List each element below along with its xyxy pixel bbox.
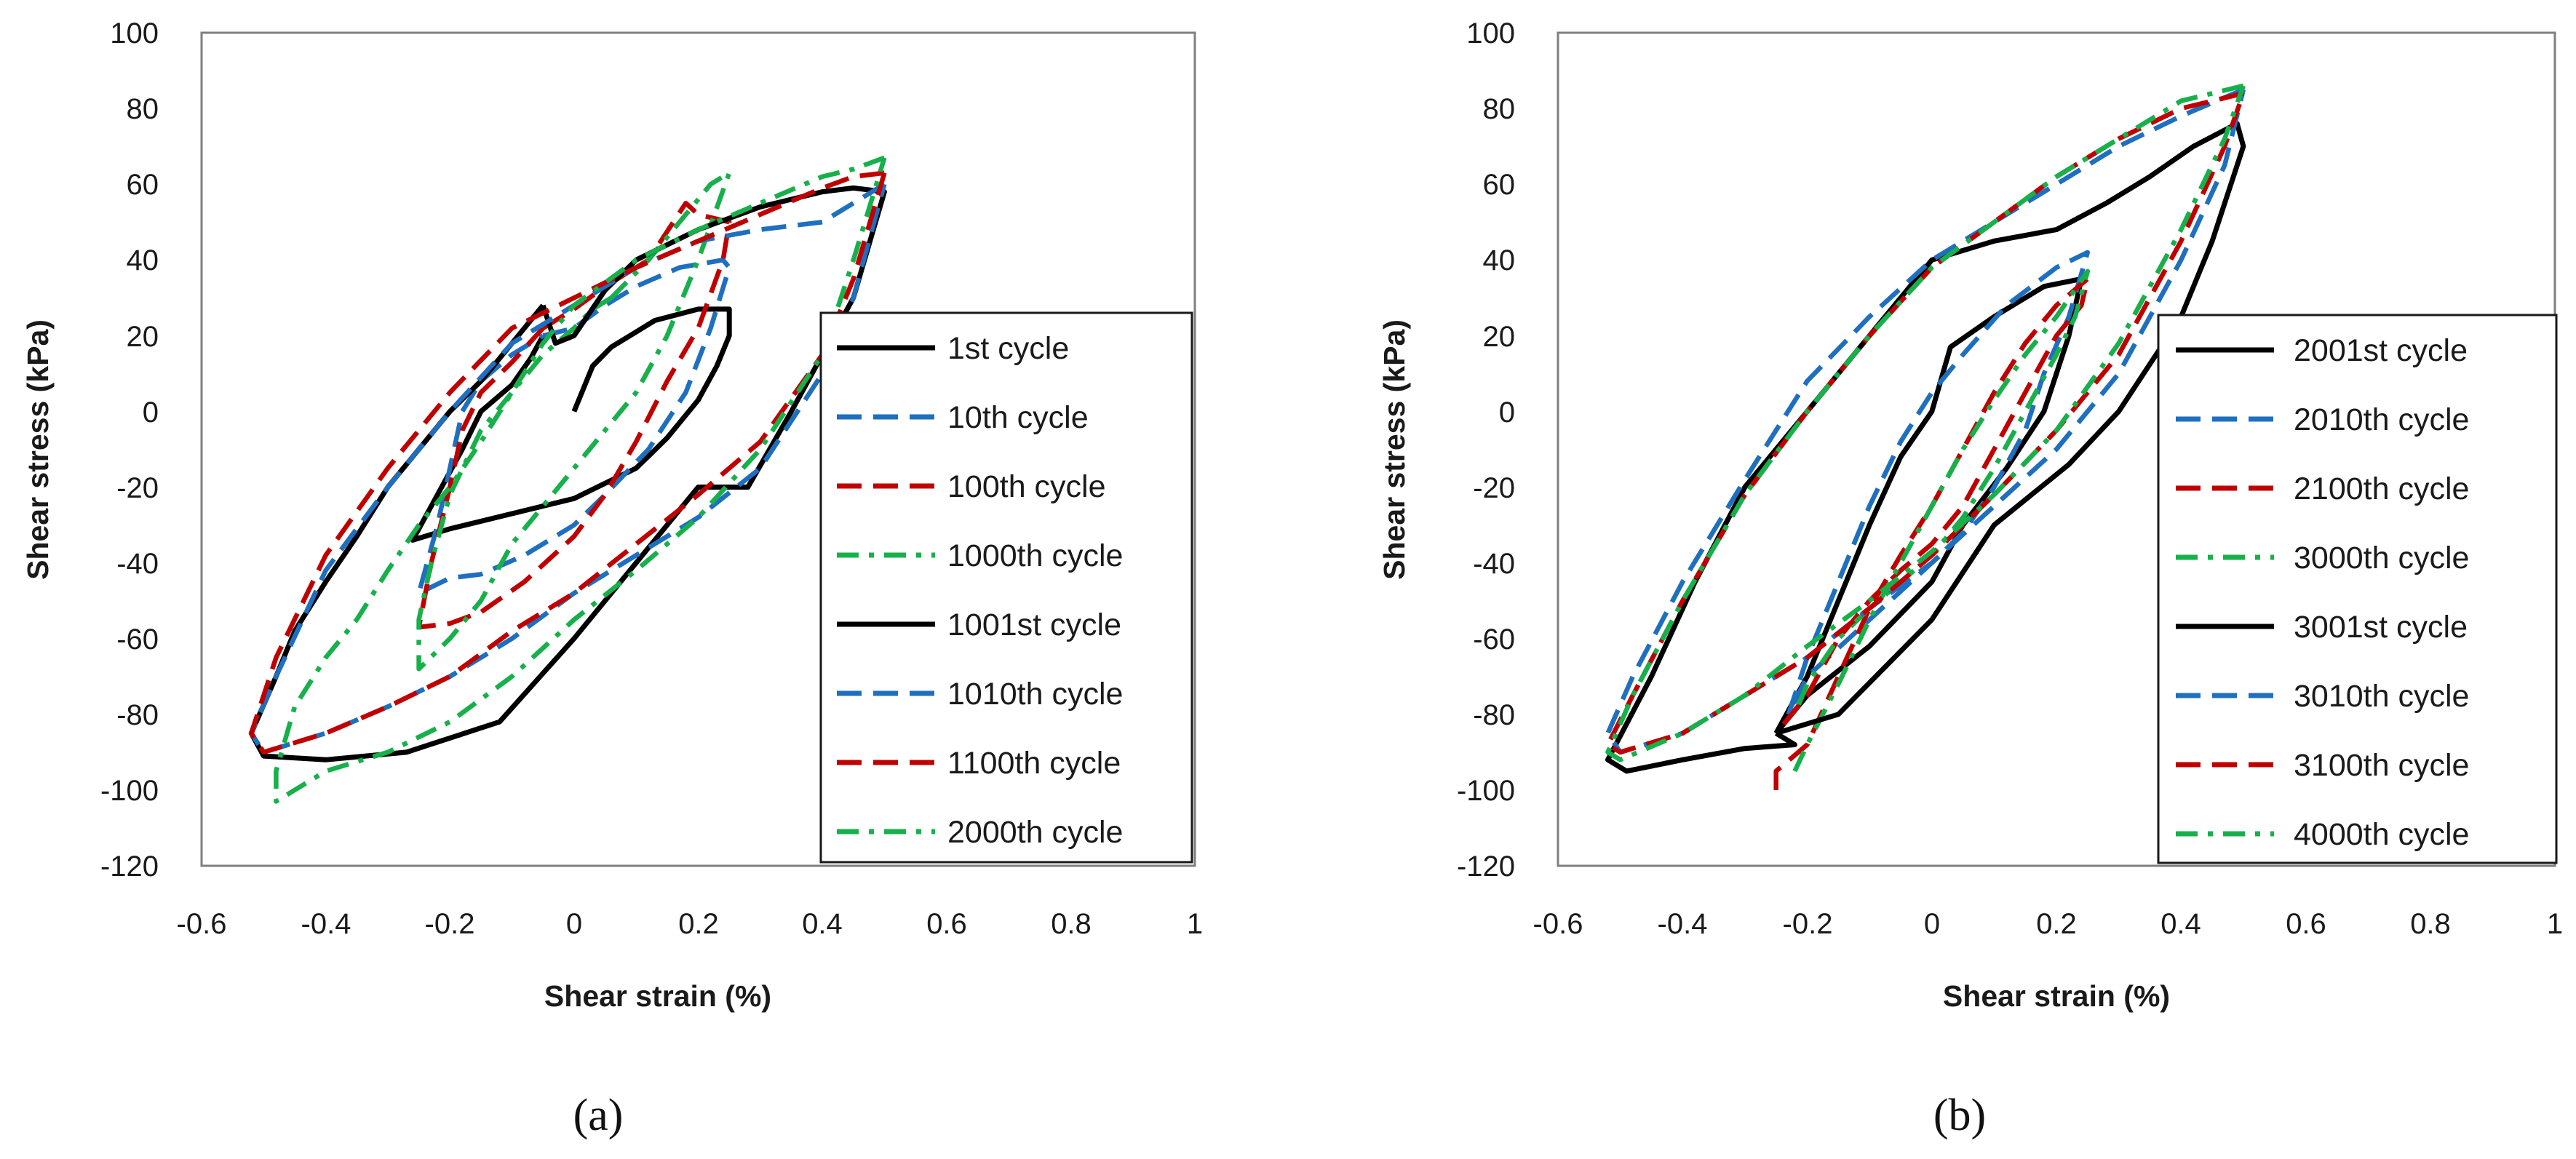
- y-tick-label: 40: [1483, 244, 1516, 276]
- legend-label: 3010th cycle: [2294, 679, 2469, 714]
- legend: 2001st cycle 2010th cycle 2100th cycle 3…: [2157, 314, 2558, 864]
- x-tick-label: 0.2: [2036, 908, 2077, 940]
- y-tick-label: -20: [116, 472, 159, 504]
- y-tick-label: -60: [1473, 624, 1515, 656]
- legend-swatches: [2176, 347, 2274, 837]
- legend-label: 4000th cycle: [2294, 817, 2469, 852]
- series-lines: [248, 155, 887, 804]
- series-line-3100th-cycle: [1605, 91, 2246, 755]
- x-axis-title: Shear strain (%): [544, 979, 771, 1013]
- x-tick-label: 0.6: [2286, 908, 2326, 940]
- x-tick-label: -0.6: [177, 908, 227, 940]
- x-tick-label: 0.2: [678, 908, 719, 940]
- series-line-2100th-cycle: [1773, 276, 2091, 790]
- y-tick-label: 100: [1466, 17, 1515, 49]
- legend-label: 1001st cycle: [947, 608, 1121, 642]
- y-axis-title: Shear stress (kPa): [1378, 319, 1411, 580]
- x-tick-label: -0.4: [1658, 908, 1708, 940]
- y-tick-label: -120: [1457, 851, 1515, 883]
- series-line-3001st-cycle: [1605, 121, 2246, 774]
- series-line-1st-cycle: [410, 306, 732, 543]
- y-tick-label: -100: [100, 775, 159, 807]
- series-line-2000th-cycle: [274, 155, 887, 804]
- chart-panel-b: 100 80 60 40 20 0 -20 -40 -60 -80 -100 -…: [1378, 17, 2563, 1140]
- y-tick-label: -20: [1473, 472, 1515, 504]
- series-line-10th-cycle: [416, 258, 732, 596]
- x-tick-labels: -0.6 -0.4 -0.2 0 0.2 0.4 0.6 0.8 1: [1533, 908, 2564, 940]
- y-tick-label: 80: [1483, 93, 1516, 125]
- legend-label: 2000th cycle: [947, 815, 1123, 850]
- y-tick-label: 80: [127, 93, 159, 125]
- series-line-1010th-cycle: [249, 182, 887, 755]
- y-tick-label: -80: [1473, 699, 1515, 731]
- x-tick-label: 0.4: [2160, 908, 2201, 940]
- y-tick-label: -40: [1473, 548, 1515, 580]
- y-tick-label: -40: [116, 548, 159, 580]
- y-tick-label: 40: [127, 244, 159, 276]
- series-line-4000th-cycle: [1605, 83, 2246, 762]
- y-axis-title: Shear stress (kPa): [21, 319, 55, 580]
- y-tick-labels: 100 80 60 40 20 0 -20 -40 -60 -80 -100 -…: [100, 17, 159, 883]
- x-tick-label: 0.8: [2410, 908, 2451, 940]
- legend: 1st cycle 10th cycle 100th cycle 1000th …: [819, 311, 1193, 864]
- legend-swatches: [837, 345, 935, 835]
- legend-label: 1st cycle: [947, 331, 1069, 366]
- y-tick-labels: 100 80 60 40 20 0 -20 -40 -60 -80 -100 -…: [1457, 17, 1515, 883]
- x-tick-label: -0.2: [1783, 908, 1833, 940]
- x-tick-label: 0: [1924, 908, 1940, 940]
- legend-label: 2010th cycle: [2294, 402, 2469, 437]
- chart-panel-a: 100 80 60 40 20 0 -20 -40 -60 -80 -100 -…: [21, 17, 1203, 1140]
- x-tick-label: 0.6: [926, 908, 967, 940]
- legend-box: [2157, 314, 2558, 864]
- series-line-1001st-cycle: [248, 185, 887, 762]
- series-lines: [1605, 83, 2246, 790]
- y-tick-label: 20: [1483, 321, 1516, 353]
- legend-label: 3000th cycle: [2294, 541, 2469, 575]
- legend-label: 2001st cycle: [2294, 333, 2468, 368]
- y-tick-label: -60: [116, 624, 159, 656]
- legend-box: [819, 311, 1193, 864]
- y-tick-label: 0: [143, 397, 159, 429]
- y-tick-label: -80: [116, 699, 159, 731]
- legend-label: 1000th cycle: [947, 538, 1123, 573]
- x-axis-title: Shear strain (%): [1943, 979, 2170, 1013]
- x-tick-label: 1: [1187, 908, 1203, 940]
- legend-label: 1010th cycle: [947, 677, 1123, 712]
- legend-label: 10th cycle: [947, 400, 1089, 435]
- y-tick-label: 20: [127, 321, 159, 353]
- x-tick-label: 1: [2547, 908, 2563, 940]
- x-tick-label: -0.2: [425, 908, 475, 940]
- x-tick-label: 0: [566, 908, 582, 940]
- legend-label: 3001st cycle: [2294, 610, 2468, 645]
- legend-label: 3100th cycle: [2294, 748, 2469, 783]
- x-tick-label: 0.4: [802, 908, 843, 940]
- x-tick-label: -0.4: [301, 908, 351, 940]
- y-tick-label: 0: [1499, 397, 1515, 429]
- y-tick-label: 60: [1483, 169, 1516, 201]
- x-tick-labels: -0.6 -0.4 -0.2 0 0.2 0.4 0.6 0.8 1: [177, 908, 1204, 940]
- x-tick-label: 0.8: [1051, 908, 1092, 940]
- legend-label: 100th cycle: [947, 469, 1106, 504]
- y-tick-label: -100: [1457, 775, 1515, 807]
- x-tick-label: -0.6: [1533, 908, 1583, 940]
- panel-label: (a): [573, 1091, 624, 1140]
- series-line-1000th-cycle: [416, 170, 732, 672]
- panel-label: (b): [1933, 1091, 1986, 1140]
- legend-label: 2100th cycle: [2294, 471, 2469, 506]
- plot-area-frame: [200, 31, 1196, 867]
- series-line-2001st-cycle: [1773, 276, 2084, 736]
- series-line-1100th-cycle: [249, 170, 887, 755]
- y-tick-label: 100: [110, 17, 159, 49]
- legend-label: 1100th cycle: [947, 746, 1121, 781]
- y-tick-label: 60: [127, 169, 159, 201]
- y-tick-label: -120: [100, 851, 159, 883]
